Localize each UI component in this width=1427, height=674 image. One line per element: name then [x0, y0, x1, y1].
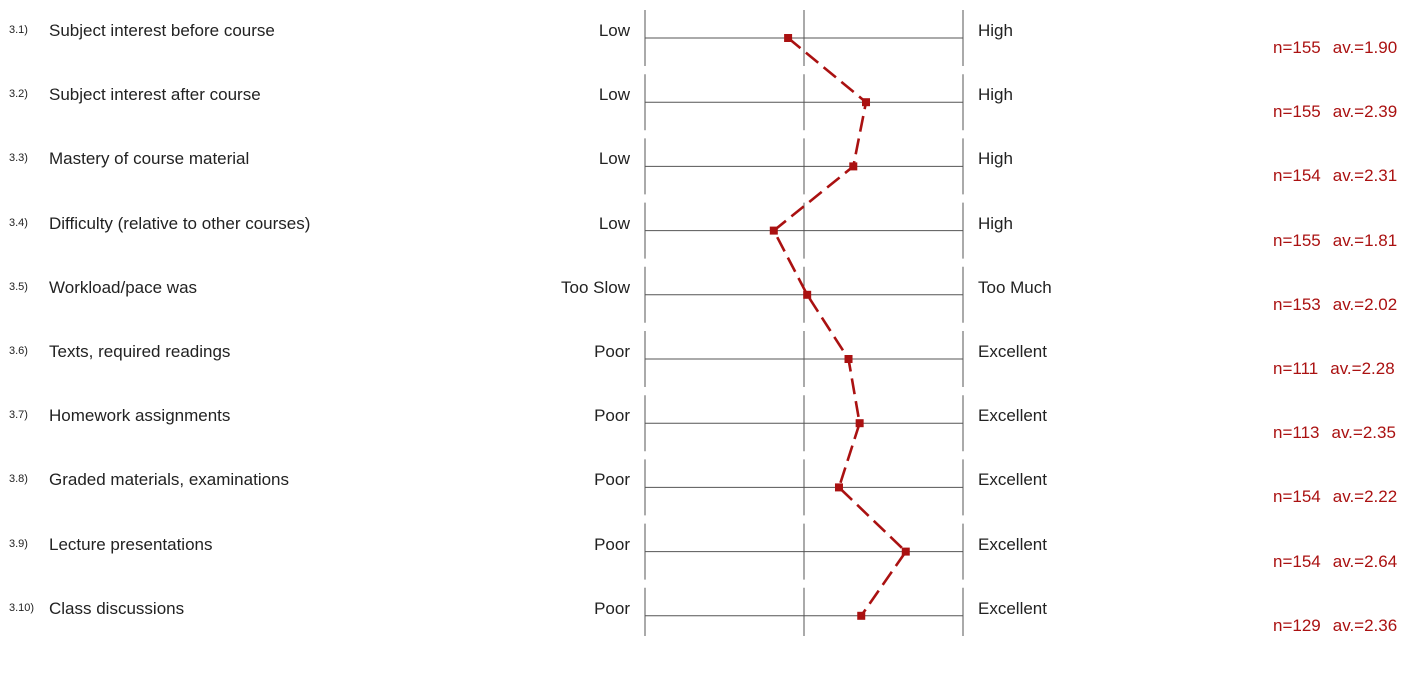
item-label: Homework assignments [49, 406, 231, 426]
item-label: Workload/pace was [49, 277, 198, 297]
data-point-marker [862, 98, 871, 107]
item-stats: n=129 av.=2.36 [1273, 616, 1397, 636]
item-number: 3.8) [9, 473, 28, 486]
sample-size: n=154 [1273, 487, 1321, 507]
sample-size: n=113 [1273, 423, 1320, 443]
scale-left-label: Poor [594, 406, 630, 426]
item-stats: n=155 av.=1.90 [1273, 38, 1397, 58]
scale-right-label: Excellent [978, 470, 1047, 490]
average-value: av.=2.64 [1332, 551, 1398, 571]
data-point-marker [857, 611, 866, 620]
item-label: Subject interest after course [49, 85, 261, 105]
average-value: av.=1.81 [1332, 230, 1398, 250]
item-number: 3.2) [9, 88, 28, 101]
scale-right-label: High [978, 213, 1013, 233]
item-label: Subject interest before course [49, 21, 275, 40]
average-value: av.=1.90 [1332, 38, 1398, 57]
average-value: av.=2.28 [1330, 359, 1395, 378]
item-label: Mastery of course material [49, 149, 250, 169]
chart-row: 3.7) Homework assignments Poor Excellent n=1… [0, 406, 1427, 481]
scale-right-label: Excellent [978, 534, 1047, 554]
chart-row: 3.6) Texts, required readings Poor Excellen… [0, 342, 1427, 417]
data-point-marker [855, 419, 864, 428]
data-point-marker [769, 226, 778, 235]
scale-left-label: Too Slow [561, 277, 630, 297]
data-point-marker [844, 355, 853, 363]
item-stats: n=154 av.=2.64 [1273, 552, 1397, 572]
chart-row: 3.5) Workload/pace was Too Slow Too Much n=1… [0, 278, 1427, 353]
data-point-marker [784, 34, 793, 42]
item-number: 3.4) [9, 216, 28, 229]
item-stats: n=154 av.=2.31 [1273, 166, 1397, 186]
sample-size: n=154 [1273, 166, 1321, 186]
data-point-marker [901, 547, 910, 556]
sample-size: n=155 [1273, 230, 1321, 250]
profile-chart: 3.1) Subject interest before course Low Hig… [0, 10, 1427, 636]
scale-right-label: High [978, 149, 1013, 169]
chart-row: 3.2) Subject interest after course Low High… [0, 85, 1427, 160]
data-point-marker [849, 162, 858, 171]
scale-right-label: Too Much [978, 277, 1052, 297]
scale-left-label: Low [598, 85, 630, 105]
sample-size: n=111 [1273, 359, 1319, 378]
item-stats: n=155 av.=2.39 [1273, 102, 1397, 122]
average-value: av.=2.36 [1332, 615, 1398, 635]
average-value: av.=2.31 [1332, 166, 1398, 186]
profile-line-chart [644, 10, 964, 636]
sample-size: n=153 [1273, 294, 1321, 314]
scale-right-label: Excellent [978, 598, 1047, 618]
item-number: 3.7) [9, 409, 28, 422]
item-number: 3.9) [9, 537, 28, 550]
item-stats: n=155 av.=1.81 [1273, 231, 1397, 251]
item-number: 3.3) [9, 152, 28, 165]
data-point-marker [803, 290, 812, 299]
chart-row: 3.3) Mastery of course material Low High n=1… [0, 149, 1427, 224]
scale-left-label: Poor [594, 534, 630, 554]
scale-left-label: Poor [594, 470, 630, 490]
chart-row: 3.9) Lecture presentations Poor Excellent n=… [0, 535, 1427, 610]
item-number: 3.1) [9, 24, 28, 36]
item-number: 3.10) [9, 601, 35, 614]
item-label: Lecture presentations [49, 534, 213, 554]
average-value: av.=2.02 [1332, 294, 1398, 314]
scale-left-label: Low [598, 149, 630, 169]
scale-right-label: High [978, 21, 1013, 40]
item-label: Graded materials, examinations [49, 470, 290, 490]
chart-row: 3.1) Subject interest before course Low Hig… [0, 21, 1427, 96]
sample-size: n=154 [1273, 551, 1321, 571]
item-number: 3.6) [9, 345, 28, 357]
item-label: Difficulty (relative to other courses) [49, 213, 311, 233]
item-stats: n=113 av.=2.35 [1273, 423, 1396, 443]
item-label: Texts, required readings [49, 342, 231, 361]
scale-right-label: Excellent [978, 406, 1047, 426]
data-point-marker [834, 483, 843, 492]
chart-row: 3.8) Graded materials, examinations Poor Ex… [0, 470, 1427, 545]
sample-size: n=129 [1273, 615, 1321, 635]
item-number: 3.5) [9, 280, 28, 293]
scale-left-label: Poor [594, 598, 630, 618]
scale-right-label: Excellent [978, 342, 1047, 361]
average-value: av.=2.35 [1331, 423, 1396, 443]
chart-row: 3.4) Difficulty (relative to other course… [0, 214, 1427, 289]
sample-size: n=155 [1273, 102, 1321, 122]
scale-left-label: Low [598, 213, 630, 233]
scale-right-label: High [978, 85, 1013, 105]
item-stats: n=154 av.=2.22 [1273, 487, 1397, 507]
average-value: av.=2.39 [1332, 102, 1398, 122]
item-stats: n=153 av.=2.02 [1273, 295, 1397, 315]
item-label: Class discussions [49, 598, 185, 618]
scale-left-label: Low [598, 21, 630, 40]
item-stats: n=111 av.=2.28 [1273, 359, 1395, 379]
average-value: av.=2.22 [1332, 487, 1398, 507]
scale-left-label: Poor [594, 342, 630, 361]
profile-series-line [772, 36, 908, 617]
sample-size: n=155 [1273, 38, 1321, 57]
chart-row: 3.10) Class discussions Poor Excellent n=129… [0, 599, 1427, 674]
